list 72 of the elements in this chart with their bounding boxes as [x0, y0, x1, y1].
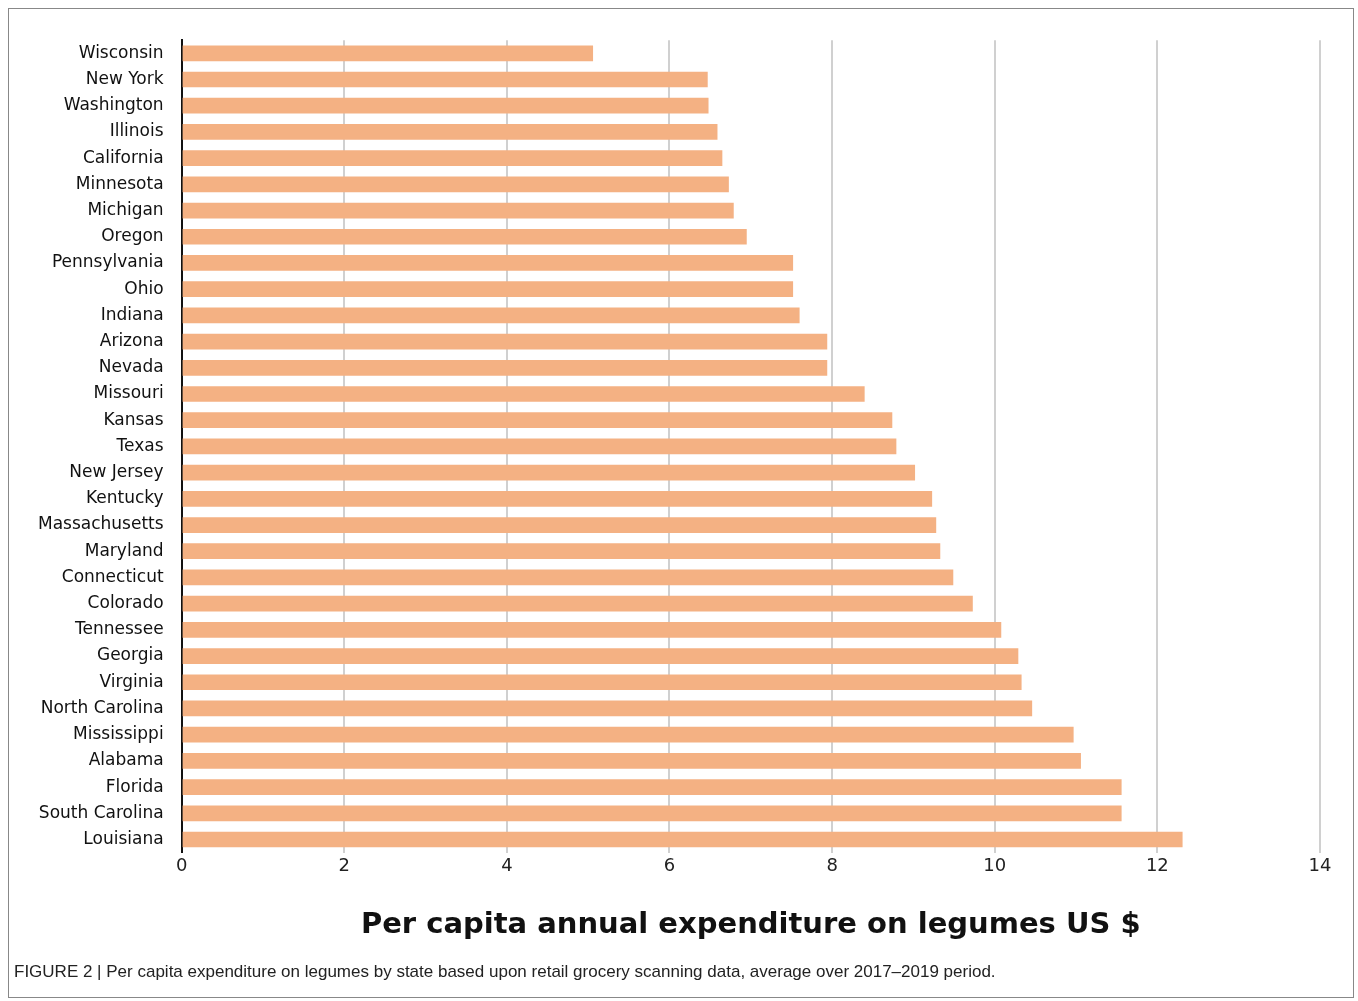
- bar: [182, 543, 941, 560]
- y-tick-label: Connecticut: [61, 565, 164, 586]
- bar: [182, 700, 1033, 717]
- y-tick-label: Louisiana: [83, 827, 164, 848]
- y-tick-label: Illinois: [109, 120, 164, 141]
- bar: [182, 150, 723, 166]
- y-tick-label: California: [82, 146, 164, 167]
- bar: [182, 805, 1122, 822]
- y-tick-label: Kentucky: [85, 487, 164, 508]
- y-tick-label: Washington: [63, 94, 164, 115]
- bar: [182, 228, 747, 245]
- bar: [182, 726, 1074, 743]
- x-tick-label: 0: [175, 854, 188, 876]
- y-tick-label: Nevada: [98, 356, 164, 377]
- y-tick-label: Indiana: [100, 303, 164, 324]
- y-tick-label: Mississippi: [73, 723, 164, 744]
- bar: [182, 386, 865, 402]
- x-tick-label: 10: [983, 854, 1007, 876]
- x-tick-label: 6: [663, 854, 676, 876]
- y-tick-label: Virginia: [99, 670, 164, 691]
- y-tick-label: South Carolina: [38, 801, 164, 822]
- y-tick-label: Tennessee: [74, 618, 164, 639]
- bar: [182, 176, 729, 193]
- bar: [182, 595, 973, 612]
- y-tick-label: Michigan: [87, 198, 164, 219]
- y-tick-label: New Jersey: [69, 461, 164, 482]
- bar: [182, 648, 1019, 664]
- bar: [182, 569, 954, 586]
- bar: [182, 202, 734, 219]
- y-tick-label: Georgia: [96, 644, 164, 665]
- bar: [182, 621, 1002, 638]
- bar: [182, 45, 594, 62]
- bar: [182, 412, 893, 429]
- bar: [182, 255, 794, 271]
- y-tick-label: North Carolina: [40, 696, 164, 717]
- bar: [182, 779, 1122, 795]
- bar: [182, 307, 800, 324]
- y-tick-label: Alabama: [88, 749, 164, 770]
- bar: [182, 438, 897, 455]
- y-tick-label: Texas: [115, 434, 164, 455]
- y-tick-label: Colorado: [87, 592, 164, 613]
- bar: [182, 359, 828, 376]
- x-tick-label: 2: [338, 854, 350, 876]
- caption: FIGURE 2 | Per capita expenditure on legumes by state based upon retail grocery scanning data, average over 2017–2019 period.: [14, 962, 996, 982]
- bar: [182, 71, 708, 88]
- bar: [182, 674, 1022, 691]
- x-tick-label: 8: [826, 854, 838, 876]
- bar: [182, 753, 1081, 769]
- y-tick-label: Maryland: [84, 539, 164, 560]
- bar: [182, 490, 933, 507]
- y-tick-label: Arizona: [99, 330, 164, 350]
- y-tick-label: Pennsylvania: [51, 251, 164, 272]
- bar: [182, 333, 828, 350]
- x-tick-label: 4: [501, 854, 513, 876]
- y-tick-label: Missouri: [93, 382, 164, 403]
- bar: [182, 124, 718, 140]
- y-tick-label: Kansas: [103, 408, 164, 429]
- x-tick-label: 14: [1308, 854, 1332, 876]
- y-tick-label: Wisconsin: [78, 41, 164, 62]
- x-tick-label: 12: [1145, 854, 1169, 876]
- bar: [182, 831, 1183, 848]
- y-tick-label: Florida: [105, 775, 164, 796]
- bar: [182, 517, 937, 533]
- bar: [182, 464, 916, 481]
- bar: [182, 281, 794, 298]
- y-tick-label: Massachusetts: [37, 513, 164, 534]
- bar: [182, 97, 709, 114]
- y-tick-label: New York: [85, 67, 164, 88]
- y-tick-label: Oregon: [101, 225, 164, 246]
- y-tick-label: Ohio: [124, 277, 164, 298]
- y-tick-label: Minnesota: [75, 172, 164, 193]
- x-axis-title: Per capita annual expenditure on legumes US $: [360, 906, 1141, 941]
